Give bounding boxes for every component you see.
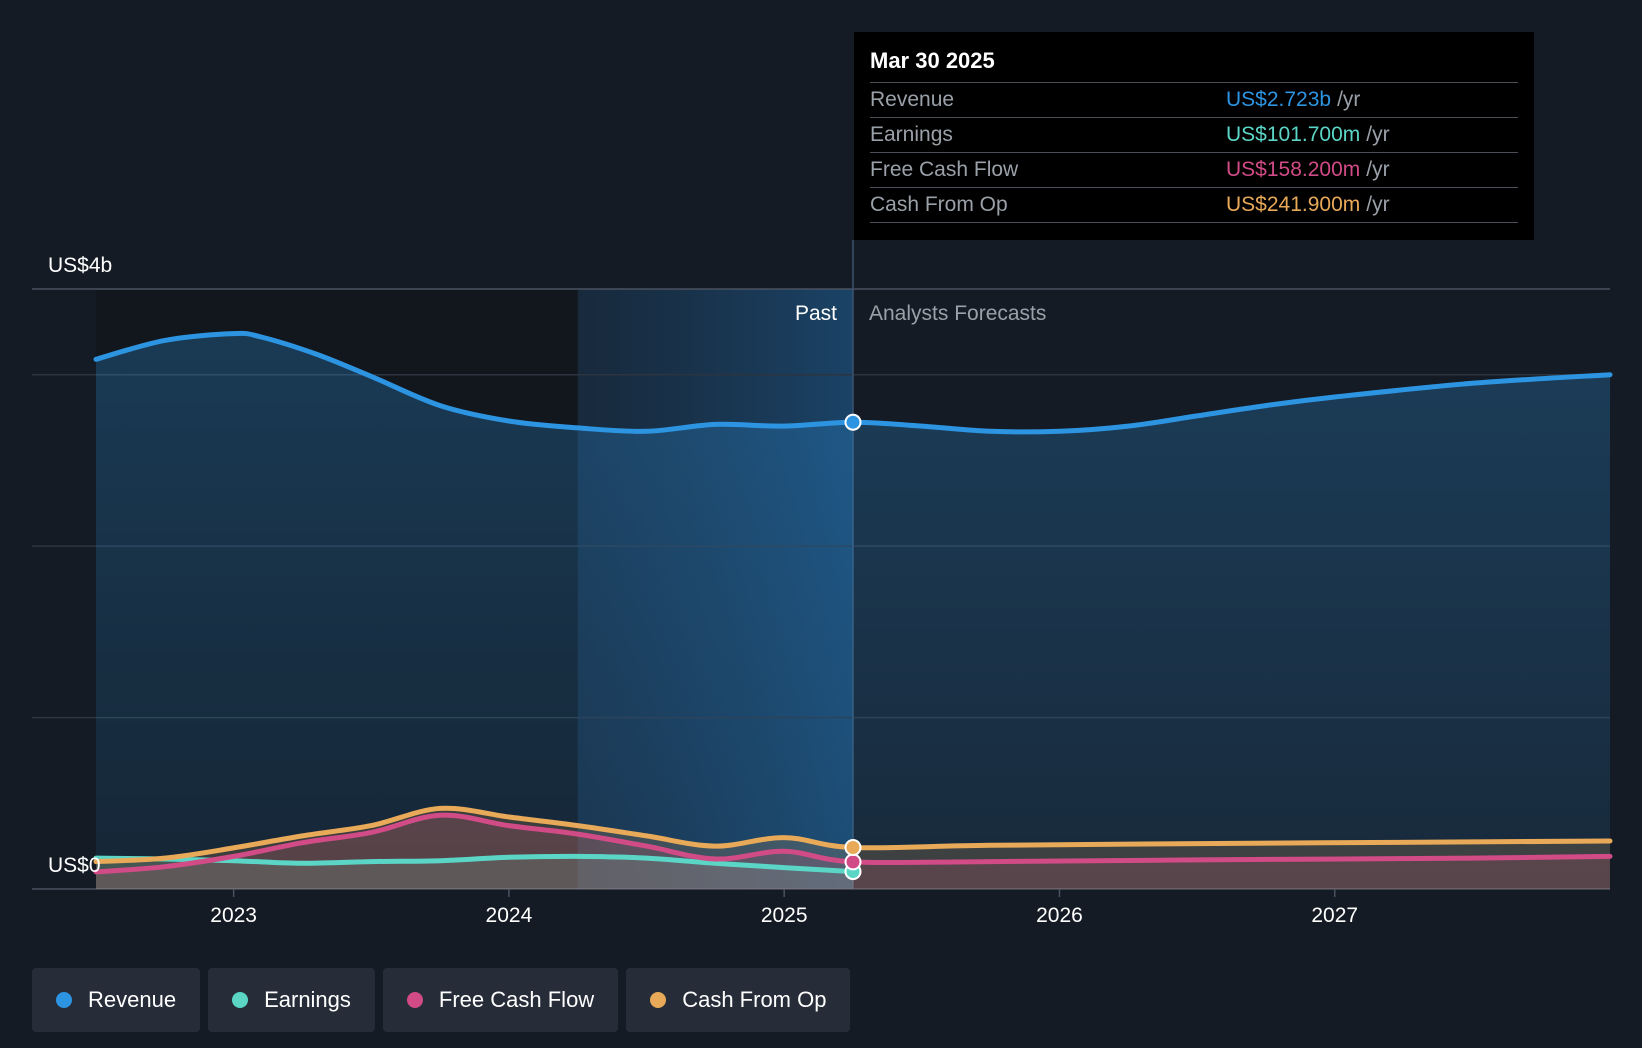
tooltip-unit: /yr [1337,88,1361,111]
tooltip-value: US$101.700m [1226,123,1361,146]
forecast-label: Analysts Forecasts [869,302,1046,325]
marker-free-cash-flow [844,853,862,871]
series-line-revenue [93,330,1613,435]
legend-label: Earnings [264,987,351,1012]
series-line-free-cash-flow [93,812,1613,875]
tooltip-label: Earnings [870,123,953,146]
tooltip-row-free-cash-flow: Free Cash Flow US$158.200m /yr [870,153,1518,188]
legend-label: Free Cash Flow [438,987,595,1012]
tooltip-label: Free Cash Flow [870,158,1019,181]
tooltip-label: Cash From Op [870,193,1008,216]
legend-dot-icon [406,992,423,1008]
legend-dot-icon [232,992,249,1008]
x-tick-label: 2025 [761,904,808,927]
legend-item-revenue[interactable]: Revenue [32,968,201,1032]
legend-item-earnings[interactable]: Earnings [208,968,375,1032]
tooltip-label: Revenue [870,88,955,111]
tooltip-value: US$158.200m [1226,158,1361,181]
tooltip-unit: /yr [1366,158,1390,181]
y-axis-top-label: US$4b [48,254,112,277]
series-line-cash-from-op [93,805,1613,865]
tooltip-value: US$241.900m [1226,193,1361,216]
x-tick-label: 2023 [210,904,257,927]
x-tick-label: 2027 [1311,904,1358,927]
tooltip-row-cash-from-op: Cash From Op US$241.900m /yr [870,188,1518,223]
legend-item-cash-from-op[interactable]: Cash From Op [626,968,851,1032]
series-line-earnings [93,853,856,875]
x-tick-label: 2024 [486,904,533,927]
legend-label: Cash From Op [682,987,827,1012]
tooltip-value: US$2.723b [1226,88,1332,111]
tooltip-date: Mar 30 2025 [870,46,1518,83]
tooltip-row-revenue: Revenue US$2.723b /yr [870,83,1518,118]
series-area-free-cash-flow [96,815,1610,889]
tooltip-unit: /yr [1366,193,1390,216]
series-area-revenue [96,333,1610,889]
legend-dot-icon [56,992,72,1008]
y-axis-bottom-label: US$0 [48,854,101,877]
marker-cash-from-op [844,839,862,857]
tooltip-unit: /yr [1366,123,1390,146]
past-label: Past [795,302,837,325]
legend-label: Revenue [88,987,177,1012]
x-tick-label: 2026 [1036,904,1083,927]
tooltip: Mar 30 2025 Revenue US$2.723b /yr Earnin… [854,32,1534,240]
legend-dot-icon [650,992,667,1008]
marker-revenue [844,413,862,431]
legend: Revenue Earnings Free Cash Flow Cash Fro… [32,968,851,1032]
legend-item-free-cash-flow[interactable]: Free Cash Flow [382,968,619,1032]
tooltip-row-earnings: Earnings US$101.700m /yr [870,118,1518,153]
